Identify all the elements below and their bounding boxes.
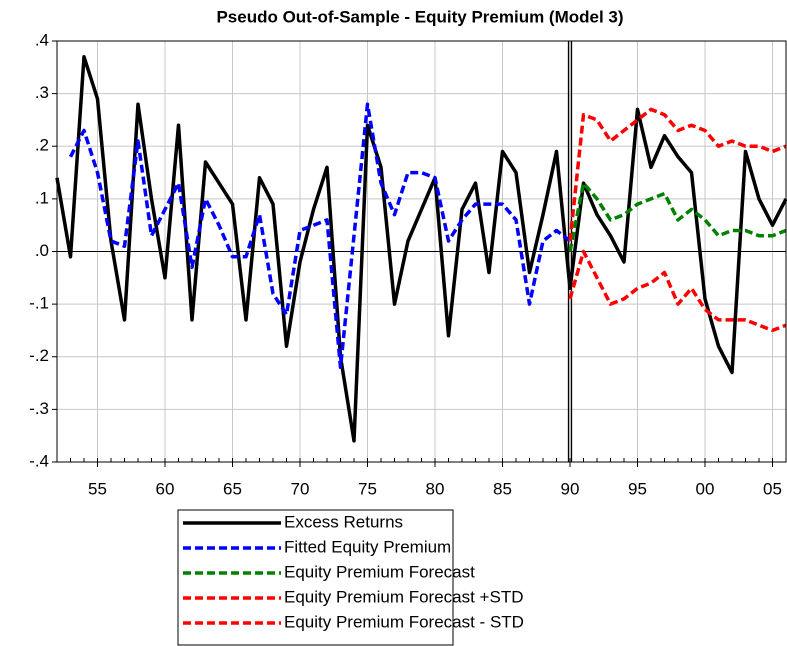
y-tick-label: .2	[35, 136, 49, 155]
chart-title: Pseudo Out-of-Sample - Equity Premium (M…	[216, 7, 623, 26]
legend-label: Fitted Equity Premium	[284, 537, 451, 556]
series-line	[55, 55, 787, 443]
x-tick-label: 05	[763, 479, 782, 498]
series-line	[68, 102, 572, 370]
x-tick-label: 65	[223, 479, 242, 498]
y-tick-label: -.4	[29, 451, 49, 470]
x-tick-label: 55	[88, 479, 107, 498]
x-tick-label: 00	[696, 479, 715, 498]
legend-label: Excess Returns	[284, 512, 403, 531]
x-tick-label: 80	[426, 479, 445, 498]
x-tick-label: 60	[156, 479, 175, 498]
y-tick-label: .0	[35, 241, 49, 260]
legend-label: Equity Premium Forecast +STD	[284, 587, 524, 606]
series-line	[568, 107, 787, 242]
y-tick-label: .4	[35, 30, 49, 49]
series-line	[568, 249, 787, 333]
y-tick-label: -.2	[29, 346, 49, 365]
y-tick-label: .1	[35, 188, 49, 207]
plot-frame	[56, 40, 787, 463]
legend-label: Equity Premium Forecast	[284, 562, 475, 581]
legend-label: Equity Premium Forecast - STD	[284, 612, 524, 631]
y-tick-label: -.1	[29, 294, 49, 313]
x-tick-label: 95	[628, 479, 647, 498]
x-tick-label: 90	[561, 479, 580, 498]
x-tick-label: 85	[493, 479, 512, 498]
x-tick-label: 75	[358, 479, 377, 498]
y-tick-label: .3	[35, 83, 49, 102]
series-line	[568, 181, 787, 252]
x-tick-label: 70	[291, 479, 310, 498]
y-tick-label: -.3	[29, 399, 49, 418]
